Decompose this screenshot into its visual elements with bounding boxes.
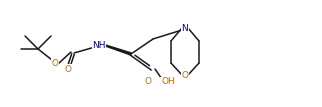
Text: OH: OH [161, 77, 175, 86]
Polygon shape [104, 45, 131, 55]
Text: O: O [64, 65, 71, 74]
Text: O: O [145, 77, 151, 86]
Text: N: N [182, 24, 188, 33]
Text: NH: NH [92, 41, 106, 50]
Text: NH: NH [92, 41, 106, 50]
Text: OH: OH [161, 77, 175, 86]
Text: O: O [52, 59, 59, 68]
Text: O: O [182, 71, 188, 80]
Text: O: O [64, 65, 71, 74]
Text: O: O [145, 77, 151, 86]
Text: N: N [182, 24, 188, 33]
Text: O: O [52, 59, 59, 68]
